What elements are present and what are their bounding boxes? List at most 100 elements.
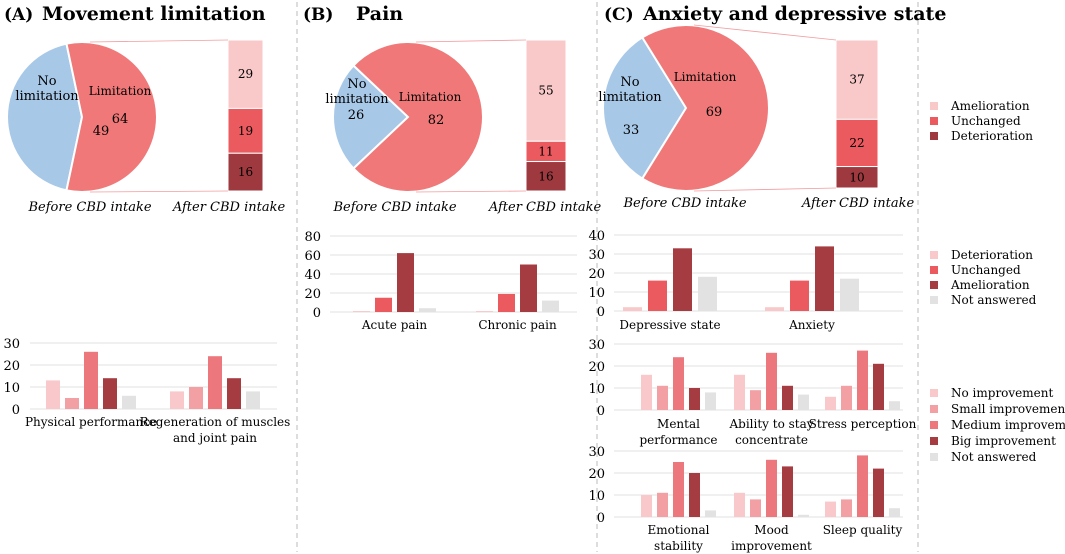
- stack-C-value-deterioration: 10: [849, 170, 864, 184]
- B-bars-ytick-80: 80: [304, 230, 321, 245]
- legend-improvement-swatch-4: [930, 453, 938, 461]
- pie-B-slice-no-limitation: [332, 64, 410, 170]
- pie-B-caption-before: Before CBD intake: [332, 200, 456, 215]
- C-bars3-bar-0-no-improvement: [641, 495, 652, 517]
- legend-outcome-item-3: Not answered: [951, 293, 1037, 307]
- B-bars-category-label-1-0: Chronic pain: [478, 318, 557, 332]
- B-bars-ytick-60: 60: [304, 249, 321, 264]
- C-bars2-bar-0-no-improvement: [641, 374, 652, 410]
- pie-A-connector-bottom: [89, 190, 229, 193]
- C-bars3-bar-1-small-improvement: [750, 499, 761, 517]
- C-bars3-bar-1-no-improvement: [734, 492, 745, 517]
- stack-B-value-deterioration: 16: [538, 169, 553, 183]
- C-bars2-bar-1-not-answered: [798, 394, 809, 410]
- C-bars3-bar-1-not-answered: [798, 514, 809, 517]
- pie-B-slice-limitation: [352, 41, 484, 193]
- B-bars-bar-1-unchanged: [498, 293, 515, 312]
- C-bars2-bar-0-big-improvement: [689, 388, 700, 410]
- legend-stack-swatch-1: [930, 117, 938, 125]
- stack-C-segment-unchanged: [835, 118, 879, 168]
- panel-c-title: Anxiety and depressive state: [642, 3, 946, 25]
- C-bars3-bar-2-no-improvement: [825, 501, 836, 517]
- C-bars2-bar-1-small-improvement: [750, 390, 761, 410]
- panel-b-letter: (B): [303, 5, 333, 25]
- A-bars-bar-1-not-answered: [246, 391, 260, 409]
- C-bars2-bar-2-big-improvement: [873, 363, 884, 410]
- stack-C-value-amelioration: 37: [849, 73, 864, 87]
- A-bars-ytick-0: 0: [12, 403, 20, 418]
- C-bars2-category-label-0-1: performance: [639, 433, 717, 447]
- A-bars-bar-0-big-improvement: [103, 378, 117, 409]
- C-bars2-bar-0-not-answered: [705, 392, 716, 410]
- pie-B-label-limitation-word: limitation: [325, 92, 389, 107]
- pie-A-slice-no-limitation: [6, 42, 84, 192]
- legend-stack-item-2: Deterioration: [951, 129, 1033, 143]
- A-bars-bar-1-small-improvement: [189, 387, 203, 409]
- C-bars3-bar-2-medium-improvement: [857, 455, 868, 517]
- B-bars-bar-0-not-answered: [419, 308, 436, 312]
- C-bars3-bar-0-big-improvement: [689, 473, 700, 517]
- pie-A-label-no: No: [37, 74, 56, 89]
- C-bars1-ytick-0: 0: [597, 305, 605, 320]
- stack-B-value-amelioration: 55: [538, 84, 553, 98]
- legend-stack-item-1: Unchanged: [951, 114, 1021, 128]
- stack-A-value-unchanged: 19: [238, 124, 253, 138]
- legend-improvement-swatch-1: [930, 405, 938, 413]
- C-bars2-ytick-0: 0: [597, 404, 605, 419]
- C-bars2-ytick-20: 20: [588, 360, 605, 375]
- pie-A-slice-limitation: [65, 41, 158, 193]
- C-bars3-bar-0-small-improvement: [657, 492, 668, 517]
- B-bars-bar-0-amelioration: [397, 253, 414, 312]
- A-bars-bar-0-not-answered: [122, 395, 136, 409]
- stack-C-segment-amelioration: [835, 39, 879, 120]
- C-bars3-bar-2-big-improvement: [873, 468, 884, 517]
- B-bars-ytick-20: 20: [304, 287, 321, 302]
- A-bars-bar-0-medium-improvement: [84, 351, 98, 409]
- pie-B-value-no-limitation: 26: [348, 108, 365, 123]
- C-bars2-category-label-2-0: Stress perception: [809, 417, 917, 431]
- pie-A-connector-top: [89, 39, 229, 43]
- C-bars2-bar-1-no-improvement: [734, 374, 745, 410]
- C-bars3-bar-0-not-answered: [705, 510, 716, 517]
- legend-outcome-item-0: Deterioration: [951, 248, 1033, 262]
- A-bars-ytick-10: 10: [3, 381, 20, 396]
- legend-stack-swatch-0: [930, 102, 938, 110]
- C-bars2-bar-0-medium-improvement: [673, 357, 684, 410]
- pie-A-label-limitation: Limitation: [89, 84, 152, 98]
- C-bars3-category-label-0-0: Emotional: [648, 523, 710, 537]
- A-bars-category-label-1-0: Regeneration of muscles: [140, 415, 291, 429]
- C-bars2-bar-0-small-improvement: [657, 385, 668, 410]
- pie-B-connector-top: [415, 39, 527, 43]
- C-bars1-ytick-30: 30: [588, 248, 605, 263]
- pie-B-caption-after: After CBD intake: [488, 200, 602, 215]
- legend-improvement-item-2: Medium improvement: [951, 418, 1065, 432]
- C-bars1-ytick-20: 20: [588, 267, 605, 282]
- pie-C-value-no-limitation: 33: [623, 123, 640, 138]
- pie-A-value-no-limitation: 49: [93, 124, 110, 139]
- pie-B-label-no: No: [347, 77, 366, 92]
- stack-B-value-unchanged: 11: [538, 144, 553, 158]
- legend-improvement-item-1: Small improvement: [951, 402, 1065, 416]
- legend-improvement-swatch-2: [930, 421, 938, 429]
- pie-A-label-limitation-word: limitation: [15, 89, 79, 104]
- C-bars2-bar-2-medium-improvement: [857, 350, 868, 410]
- C-bars1-category-label-0-0: Depressive state: [619, 318, 720, 332]
- legend-outcome-item-2: Amelioration: [950, 278, 1030, 292]
- A-bars-bar-1-medium-improvement: [208, 356, 222, 409]
- A-bars-category-label-0-0: Physical performance: [25, 415, 157, 429]
- B-bars-ytick-0: 0: [313, 306, 321, 321]
- B-bars-bar-1-amelioration: [520, 264, 537, 312]
- B-bars-bar-1-not-answered: [542, 300, 559, 312]
- pie-A-caption-after: After CBD intake: [172, 200, 286, 215]
- C-bars3-ytick-20: 20: [588, 467, 605, 482]
- stack-C-segment-deterioration: [835, 166, 879, 189]
- C-bars3-ytick-10: 10: [588, 489, 605, 504]
- B-bars-category-label-0-0: Acute pain: [361, 318, 428, 332]
- legend-improvement-item-3: Big improvement: [951, 434, 1056, 448]
- C-bars2-bar-1-big-improvement: [782, 385, 793, 410]
- C-bars3-category-label-0-1: stability: [654, 539, 703, 553]
- A-bars-ytick-20: 20: [3, 359, 20, 374]
- C-bars2-ytick-30: 30: [588, 338, 605, 353]
